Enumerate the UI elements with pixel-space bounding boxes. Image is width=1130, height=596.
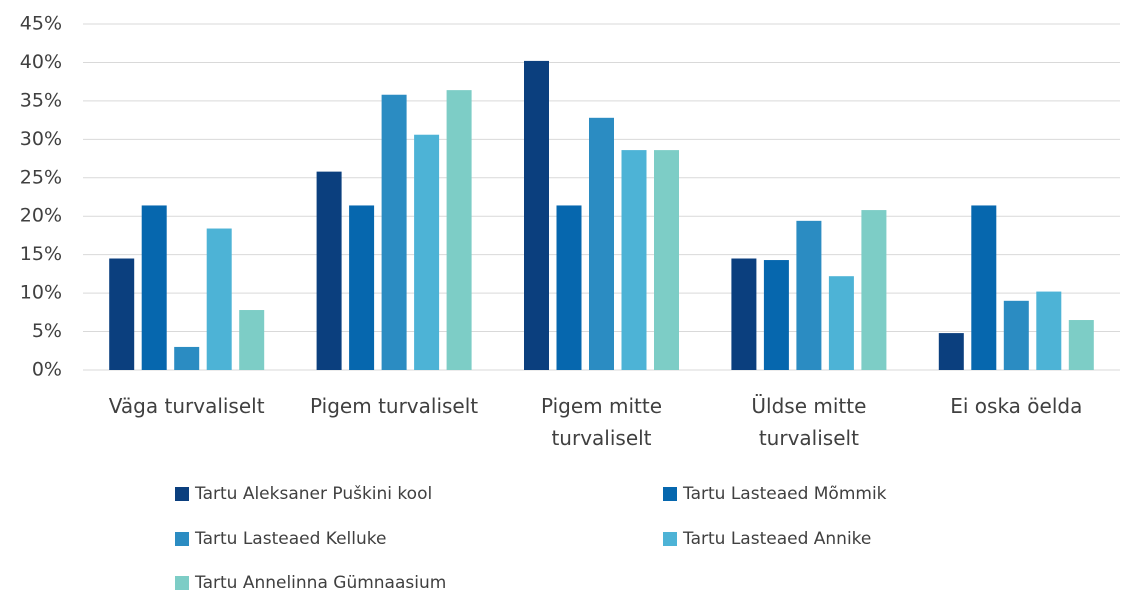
bar [381, 94, 407, 370]
bar [141, 205, 167, 370]
y-tick-label: 25% [20, 166, 62, 188]
y-tick-label: 40% [20, 51, 62, 73]
bar [861, 210, 887, 370]
legend-label: Tartu Aleksaner Puškini kool [195, 484, 433, 504]
legend-item: Tartu Annelinna Gümnaasium [175, 573, 446, 593]
y-tick-label: 0% [32, 359, 62, 381]
bar [316, 171, 342, 370]
bar [938, 333, 964, 370]
bar [763, 260, 789, 370]
bar [731, 258, 757, 370]
legend-item: Tartu Lasteaed Kelluke [175, 529, 386, 549]
legend-label: Tartu Lasteaed Mõmmik [683, 484, 887, 504]
y-tick-label: 30% [20, 128, 62, 150]
bar [971, 205, 997, 370]
bar [239, 310, 265, 370]
bar [524, 60, 549, 370]
y-tick-label: 45% [20, 13, 62, 35]
bar [174, 346, 200, 370]
bar [1036, 291, 1062, 370]
bar [414, 134, 440, 370]
bar [589, 117, 614, 370]
legend-swatch [663, 531, 677, 546]
legend-item: Tartu Lasteaed Annike [663, 529, 871, 549]
legend-label: Tartu Lasteaed Kelluke [195, 528, 387, 549]
x-tick-label: Üldse mitte turvaliselt [751, 394, 867, 450]
bar [349, 205, 375, 370]
bar [446, 90, 472, 370]
legend-swatch [663, 487, 677, 501]
x-tick-label: Ei oska öelda [950, 394, 1083, 418]
legend-item: Tartu Aleksaner Puškini kool [175, 484, 432, 504]
x-tick-label: Pigem turvaliselt [310, 394, 479, 418]
x-tick-label: Pigem mitte turvaliselt [540, 394, 663, 450]
legend-item: Tartu Lasteaed Mõmmik [663, 484, 887, 504]
y-tick-label: 15% [20, 243, 62, 265]
legend-swatch [175, 576, 189, 590]
legend-swatch [175, 531, 189, 546]
bar [1003, 300, 1029, 370]
bar [796, 220, 822, 370]
y-tick-label: 20% [20, 205, 62, 227]
bar [206, 228, 232, 370]
y-tick-label: 35% [20, 89, 62, 111]
bar [556, 205, 582, 370]
bar [109, 258, 135, 370]
legend-swatch [175, 487, 189, 501]
legend-label: Tartu Lasteaed Annike [683, 528, 872, 549]
bar [1068, 320, 1094, 370]
bar [828, 276, 854, 370]
bar [621, 150, 647, 370]
y-tick-label: 5% [32, 320, 62, 342]
y-tick-label: 10% [20, 282, 62, 304]
bar [654, 150, 679, 370]
legend-label: Tartu Annelinna Gümnaasium [195, 573, 447, 593]
x-tick-label: Väga turvaliselt [108, 394, 265, 418]
